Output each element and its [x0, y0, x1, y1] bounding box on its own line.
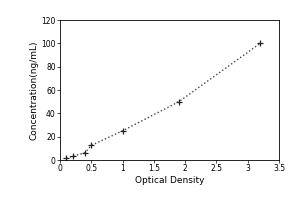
Y-axis label: Concentration(ng/mL): Concentration(ng/mL) [30, 40, 39, 140]
Point [258, 42, 262, 45]
Point [64, 157, 69, 160]
Point [176, 100, 181, 103]
Point [89, 144, 94, 147]
Point [82, 151, 87, 154]
Point [70, 155, 75, 158]
Point [120, 129, 125, 132]
X-axis label: Optical Density: Optical Density [135, 176, 204, 185]
